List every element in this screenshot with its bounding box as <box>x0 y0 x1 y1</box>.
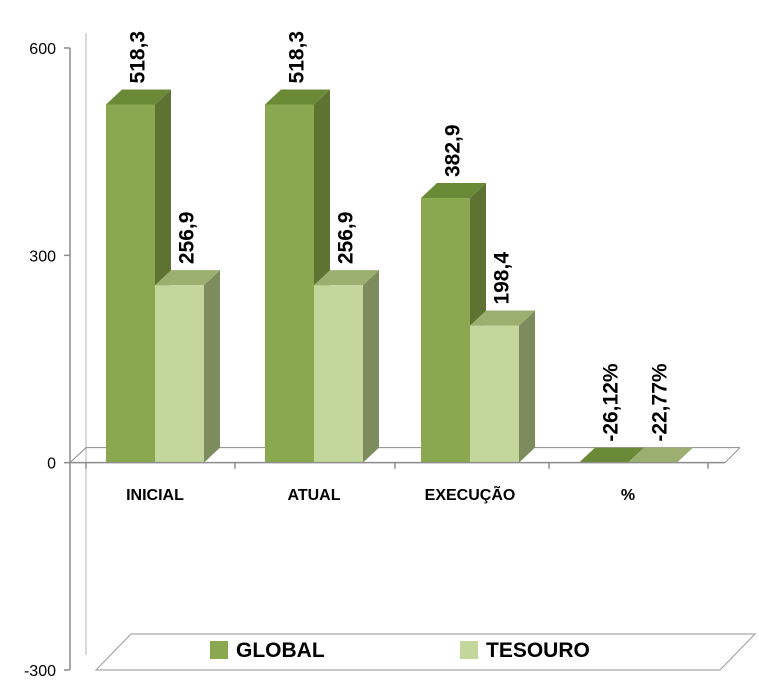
x-axis: INICIAL ATUAL EXECUÇÃO% <box>70 461 725 504</box>
bar-tesouro-2 <box>470 310 535 463</box>
bar-side <box>204 270 220 463</box>
bar-top <box>470 310 535 326</box>
bar-front <box>106 104 155 463</box>
category-label: ATUAL <box>287 487 340 504</box>
data-label-tesouro-0: 256,9 <box>176 212 199 265</box>
bar-front <box>314 285 363 463</box>
bar-top <box>579 447 644 463</box>
legend-swatch <box>460 641 478 659</box>
bar-front <box>470 325 519 463</box>
bar-side <box>519 310 535 463</box>
category-label: EXECUÇÃO <box>425 484 516 504</box>
bars <box>106 89 693 463</box>
y-tick-label: 600 <box>29 41 56 58</box>
floor-edge-left <box>69 447 87 464</box>
data-label-tesouro-3: -22,77% <box>649 363 672 442</box>
bar-front <box>265 104 314 463</box>
data-labels: 518,3 518,3 382,9 -26,12% 256,9 256,9 198,4 -22… <box>127 31 672 442</box>
bar-tesouro-1 <box>314 270 379 463</box>
category-label: INICIAL <box>126 487 184 504</box>
data-label-global-2: 382,9 <box>442 124 465 177</box>
bar-tesouro-0 <box>155 270 220 463</box>
data-label-global-0: 518,3 <box>127 31 150 84</box>
bar-side <box>363 270 379 463</box>
category-label: % <box>621 487 635 504</box>
bar-front <box>155 285 204 463</box>
bar-top <box>628 447 693 463</box>
bar-top <box>155 270 220 286</box>
y-tick-label: 0 <box>47 456 56 473</box>
legend[interactable]: GLOBAL TESOURO <box>94 633 757 671</box>
legend-box <box>94 633 757 671</box>
data-label-global-1: 518,3 <box>286 31 309 84</box>
data-label-tesouro-2: 198,4 <box>491 252 514 305</box>
y-axis: 600 300 0 -300 <box>24 41 71 680</box>
bar-front <box>421 198 470 463</box>
legend-item-tesouro[interactable]: TESOURO <box>460 639 590 662</box>
data-label-global-3: -26,12% <box>600 363 623 442</box>
bar-top <box>265 89 330 105</box>
legend-label: TESOURO <box>486 639 590 662</box>
bar-global-3 <box>579 447 644 463</box>
legend-label: GLOBAL <box>236 639 325 662</box>
bar-tesouro-3 <box>628 447 693 463</box>
y-tick-label: -300 <box>24 663 56 680</box>
bar-top <box>314 270 379 286</box>
legend-item-global[interactable]: GLOBAL <box>210 639 325 662</box>
y-tick-label: 300 <box>29 248 56 265</box>
floor-edge-right <box>724 447 741 464</box>
bar-top <box>421 183 486 199</box>
data-label-tesouro-1: 256,9 <box>335 212 358 265</box>
legend-swatch <box>210 641 228 659</box>
bar-top <box>106 89 171 105</box>
